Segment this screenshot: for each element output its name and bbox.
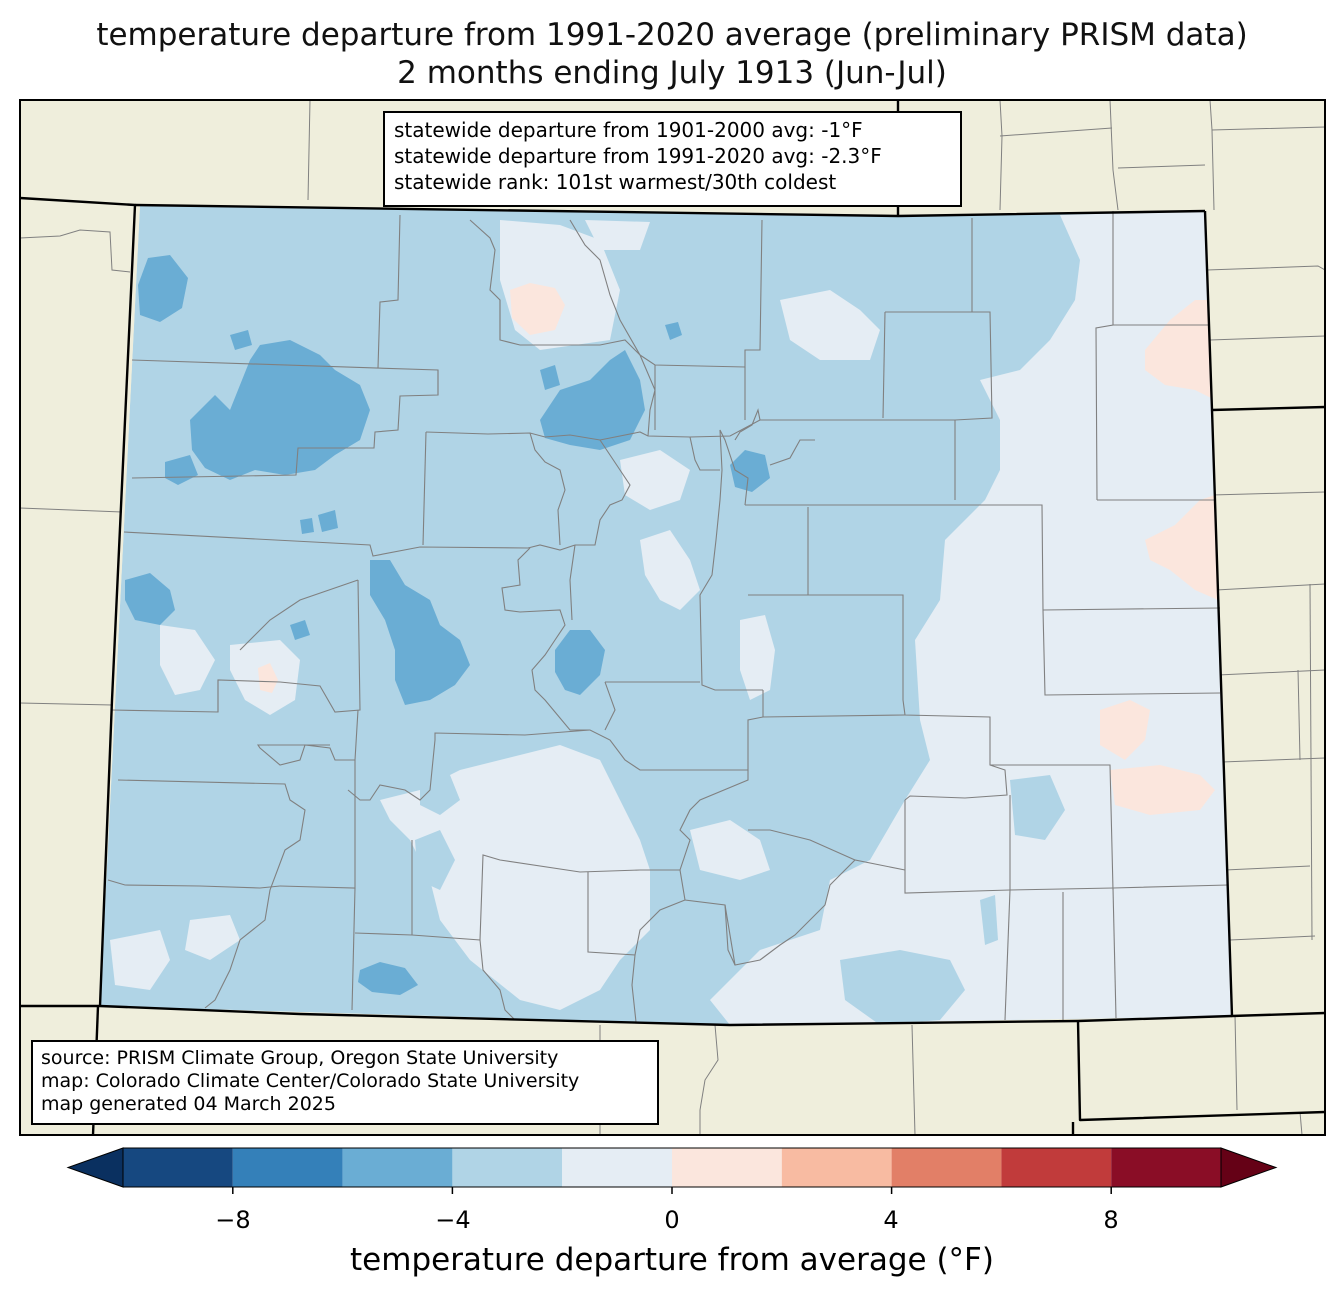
colorbar-under-triangle — [66, 1147, 124, 1188]
stats-departure-1991-2020: statewide departure from 1991-2020 avg: … — [394, 144, 882, 168]
statewide-stats-box: statewide departure from 1901-2000 avg: … — [383, 111, 962, 207]
colorbar-tick-label: −4 — [435, 1206, 471, 1234]
colorbar-tick-label: 0 — [664, 1206, 680, 1234]
colorbar-bin — [1001, 1148, 1112, 1187]
colorbar-tick-label: 8 — [1103, 1206, 1119, 1234]
source-line: source: PRISM Climate Group, Oregon Stat… — [41, 1047, 559, 1069]
colorbar-bin — [781, 1148, 892, 1187]
county-lines — [107, 211, 1229, 1023]
colorbar-bin — [1111, 1148, 1221, 1187]
colorbar — [66, 1147, 1278, 1194]
colorbar-bin — [232, 1148, 343, 1187]
stats-departure-1901-2000: statewide departure from 1901-2000 avg: … — [394, 118, 863, 142]
colorbar-over-triangle — [1220, 1147, 1278, 1188]
colorbar-bin — [672, 1148, 782, 1187]
map-subtitle: 2 months ending July 1913 (Jun-Jul) — [397, 55, 947, 91]
colorbar-bin — [123, 1148, 233, 1187]
colorbar-bin — [891, 1148, 1002, 1187]
map-credit-line: map: Colorado Climate Center/Colorado St… — [41, 1070, 580, 1092]
colorbar-label: temperature departure from average (°F) — [350, 1242, 994, 1278]
colorbar-tick-label: 4 — [883, 1206, 899, 1234]
map-title: temperature departure from 1991-2020 ave… — [96, 17, 1248, 53]
generated-date-line: map generated 04 March 2025 — [41, 1093, 336, 1115]
colorbar-tick-label: −8 — [215, 1206, 251, 1234]
state-boundaries — [20, 100, 1325, 1135]
map-frame — [19, 99, 1326, 1136]
stats-rank: statewide rank: 101st warmest/30th colde… — [394, 170, 837, 194]
colorbar-bin — [562, 1148, 672, 1187]
colorbar-bin — [342, 1148, 453, 1187]
source-box: source: PRISM Climate Group, Oregon Stat… — [31, 1040, 659, 1125]
temperature-field — [100, 205, 1232, 1025]
colorbar-bin — [452, 1148, 563, 1187]
